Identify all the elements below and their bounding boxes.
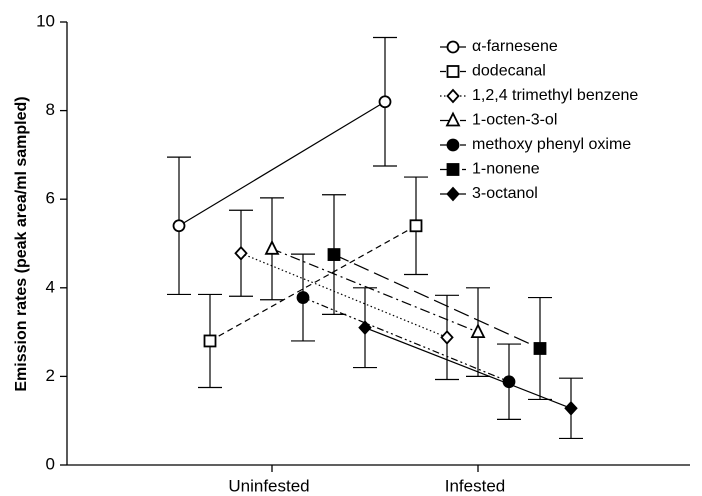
marker — [470, 323, 486, 339]
marker — [440, 330, 454, 345]
y-tick-label: 6 — [46, 189, 55, 208]
marker — [378, 95, 392, 109]
marker — [446, 186, 460, 202]
series-line — [333, 254, 541, 350]
legend-label: dodecanal — [472, 63, 546, 80]
x-tick-label: Uninfested — [228, 476, 309, 495]
series-line — [364, 327, 572, 409]
y-tick-label: 4 — [46, 277, 55, 296]
y-tick-label: 10 — [36, 11, 55, 30]
marker — [409, 219, 423, 233]
y-tick-label: 8 — [46, 100, 55, 119]
legend-label: 1,2,4 trimethyl benzene — [472, 87, 638, 104]
series-line — [271, 248, 479, 333]
marker — [296, 291, 310, 304]
marker — [564, 400, 578, 416]
marker — [358, 320, 372, 336]
marker — [264, 239, 280, 255]
y-tick-label: 2 — [46, 366, 55, 385]
marker — [445, 111, 461, 127]
marker — [533, 342, 547, 355]
legend-label: α-farnesene — [472, 38, 558, 55]
marker — [446, 65, 460, 78]
legend-label: 3-octanol — [472, 185, 538, 202]
series-line — [240, 252, 448, 338]
series-line — [178, 101, 386, 227]
x-tick-label: Infested — [445, 476, 506, 495]
y-tick-label: 0 — [46, 454, 55, 473]
marker — [446, 40, 460, 54]
marker — [446, 138, 460, 152]
legend-label: 1-nonene — [472, 161, 540, 178]
marker — [203, 334, 217, 348]
legend-label: methoxy phenyl oxime — [472, 136, 631, 153]
y-axis-label: Emission rates (peak area/ml sampled) — [13, 96, 30, 391]
marker — [446, 88, 460, 104]
marker — [446, 163, 460, 176]
marker — [327, 248, 341, 261]
series-line — [302, 296, 510, 383]
legend-label: 1-octen-3-ol — [472, 112, 557, 129]
marker — [172, 219, 186, 233]
marker — [234, 245, 248, 261]
